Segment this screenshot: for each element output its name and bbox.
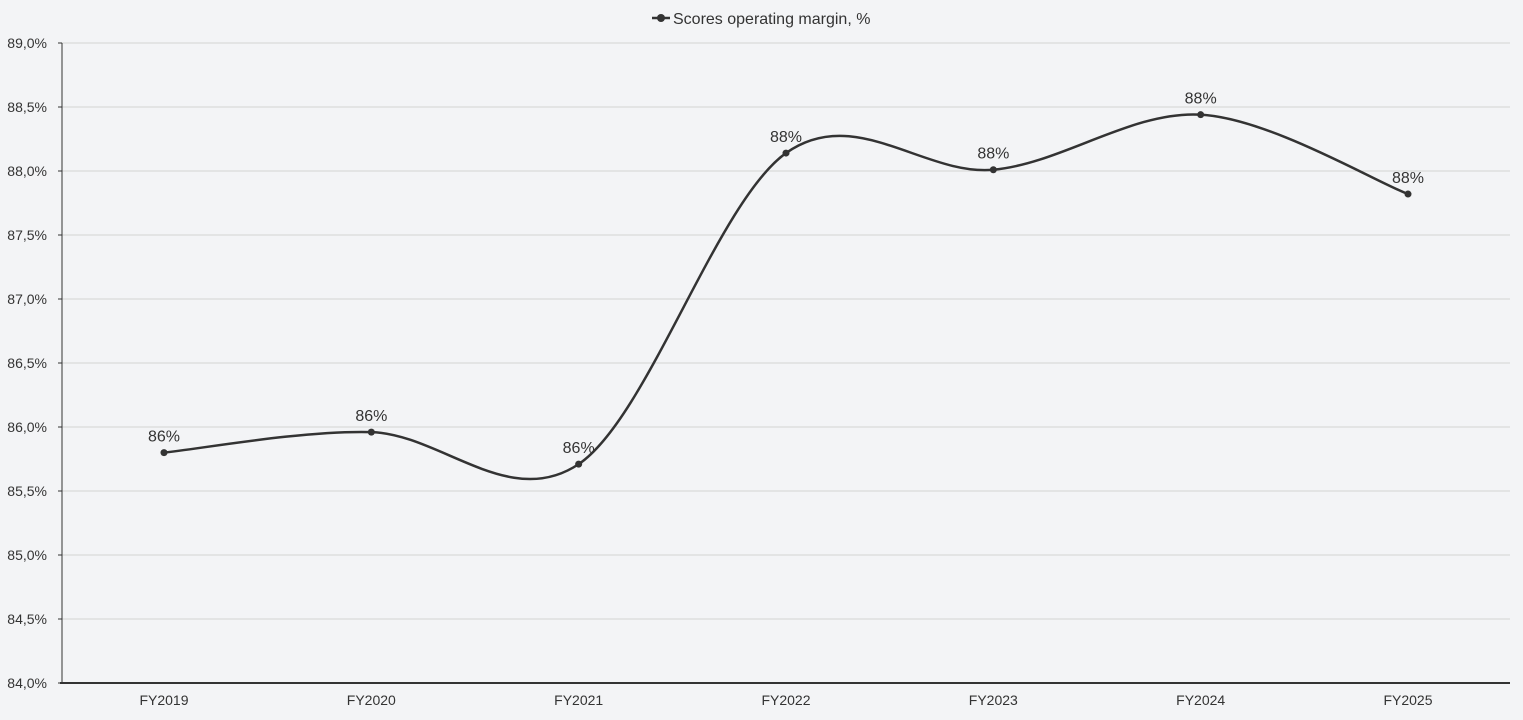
- data-point: [160, 449, 168, 457]
- x-tick-label: FY2023: [969, 692, 1018, 708]
- data-label: 88%: [1392, 170, 1424, 187]
- data-point: [367, 428, 375, 436]
- grid-lines: [62, 42, 1510, 620]
- y-tick-label: 85,0%: [7, 547, 47, 563]
- y-tick-labels: 84,0% 84,5% 85,0% 85,5% 86,0% 86,5% 87,0% 87,5%…: [7, 35, 47, 691]
- axes: [58, 42, 1510, 684]
- y-tick-label: 87,0%: [7, 291, 47, 307]
- legend-point-marker: [657, 14, 665, 22]
- data-point: [1197, 111, 1205, 119]
- series-line: [163, 113, 1409, 481]
- data-label: 86%: [355, 408, 387, 425]
- y-tick-label: 87,5%: [7, 227, 47, 243]
- data-points: [160, 111, 1412, 468]
- x-tick-label: FY2019: [139, 692, 188, 708]
- data-label: 86%: [563, 440, 595, 457]
- data-point: [575, 460, 583, 468]
- y-tick-label: 84,5%: [7, 611, 47, 627]
- x-tick-label: FY2024: [1176, 692, 1225, 708]
- data-point: [1404, 190, 1412, 198]
- data-label: 88%: [977, 146, 1009, 163]
- legend: Scores operating margin, %: [652, 11, 870, 28]
- x-tick-label: FY2020: [347, 692, 396, 708]
- y-tick-label: 86,5%: [7, 355, 47, 371]
- series-line-group: [163, 113, 1409, 481]
- y-tick-label: 84,0%: [7, 675, 47, 691]
- legend-label: Scores operating margin, %: [673, 11, 870, 28]
- data-label: 88%: [1185, 91, 1217, 108]
- data-point: [782, 149, 790, 157]
- y-tick-label: 85,5%: [7, 483, 47, 499]
- data-labels: 86% 86% 86% 88% 88% 88% 88%: [148, 91, 1424, 457]
- x-tick-label: FY2021: [554, 692, 603, 708]
- y-tick-label: 89,0%: [7, 35, 47, 51]
- x-tick-labels: FY2019 FY2020 FY2021 FY2022 FY2023 FY2024 FY20…: [139, 692, 1432, 708]
- x-tick-label: FY2025: [1383, 692, 1432, 708]
- data-label: 88%: [770, 129, 802, 146]
- x-tick-label: FY2022: [761, 692, 810, 708]
- y-tick-label: 88,5%: [7, 99, 47, 115]
- data-label: 86%: [148, 429, 180, 446]
- y-tick-label: 88,0%: [7, 163, 47, 179]
- y-tick-label: 86,0%: [7, 419, 47, 435]
- data-point: [989, 166, 997, 174]
